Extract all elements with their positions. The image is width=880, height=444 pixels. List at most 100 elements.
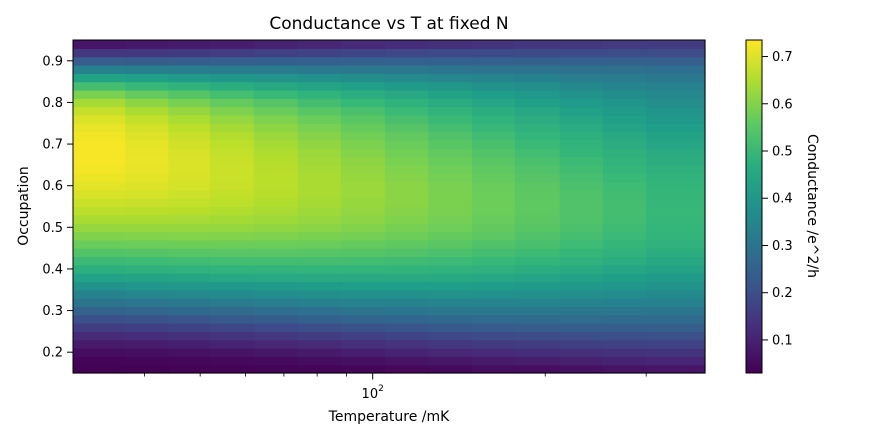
heatmap-cell: [559, 123, 604, 133]
heatmap-cell: [428, 264, 473, 274]
heatmap-cell: [384, 239, 429, 249]
heatmap-cell: [384, 273, 429, 283]
heatmap-cell: [297, 306, 342, 316]
heatmap-cell: [168, 248, 211, 258]
heatmap-cell: [340, 231, 386, 241]
heatmap-cell: [646, 156, 706, 166]
heatmap-cell: [73, 206, 126, 216]
heatmap-cell: [646, 64, 706, 74]
heatmap-cell: [602, 98, 647, 108]
heatmap-cell: [559, 273, 604, 283]
heatmap-cell: [471, 198, 516, 208]
chart-title: Conductance vs T at fixed N: [269, 14, 508, 34]
heatmap-cell: [602, 114, 647, 124]
heatmap-cell: [559, 281, 604, 291]
heatmap-cell: [646, 331, 706, 341]
heatmap-cell: [209, 89, 255, 99]
heatmap-cell: [428, 98, 473, 108]
heatmap-cell: [297, 173, 342, 183]
heatmap-cell: [602, 189, 647, 199]
heatmap-cell: [428, 131, 473, 141]
heatmap-cell: [559, 356, 604, 366]
heatmap-cell: [340, 148, 386, 158]
heatmap-cell: [646, 189, 706, 199]
heatmap-cell: [428, 73, 473, 83]
heatmap-cell: [209, 173, 255, 183]
heatmap-cell: [253, 139, 299, 149]
heatmap-cell: [125, 64, 169, 74]
heatmap-cell: [602, 73, 647, 83]
heatmap-cell: [168, 181, 211, 191]
y-tick-label: 0.8: [42, 96, 63, 111]
heatmap-cell: [602, 339, 647, 349]
heatmap-cell: [384, 106, 429, 116]
heatmap-cell: [514, 106, 561, 116]
heatmap-cell: [125, 256, 169, 266]
heatmap-cell: [514, 73, 561, 83]
heatmap-cell: [646, 314, 706, 324]
heatmap-cell: [297, 40, 342, 49]
heatmap-cell: [602, 273, 647, 283]
heatmap-cell: [471, 98, 516, 108]
heatmap-cell: [559, 206, 604, 216]
heatmap-cell: [384, 73, 429, 83]
heatmap-cell: [384, 339, 429, 349]
heatmap-cell: [340, 123, 386, 133]
heatmap-cell: [514, 98, 561, 108]
heatmap-cell: [209, 239, 255, 249]
heatmap-cell: [602, 206, 647, 216]
heatmap-cell: [602, 81, 647, 91]
heatmap-cell: [646, 139, 706, 149]
heatmap-cell: [73, 356, 126, 366]
heatmap-cell: [646, 123, 706, 133]
heatmap-cell: [428, 206, 473, 216]
heatmap-cell: [428, 148, 473, 158]
heatmap-cell: [514, 331, 561, 341]
heatmap-cell: [384, 264, 429, 274]
heatmap-cell: [514, 131, 561, 141]
heatmap-cell: [646, 289, 706, 299]
heatmap-cell: [73, 231, 126, 241]
heatmap-cell: [384, 148, 429, 158]
heatmap-cell: [646, 256, 706, 266]
heatmap-cell: [340, 214, 386, 224]
heatmap-cell: [253, 164, 299, 174]
heatmap-cell: [73, 339, 126, 349]
heatmap-cell: [428, 189, 473, 199]
heatmap-cell: [559, 214, 604, 224]
heatmap-cell: [471, 298, 516, 307]
heatmap-cell: [559, 131, 604, 141]
heatmap-cell: [168, 306, 211, 316]
heatmap-cell: [168, 323, 211, 332]
heatmap-cell: [168, 348, 211, 357]
heatmap-cell: [125, 198, 169, 208]
heatmap-cell: [428, 273, 473, 283]
heatmap-cell: [168, 89, 211, 99]
heatmap-cell: [514, 356, 561, 366]
heatmap-cell: [209, 164, 255, 174]
heatmap-cell: [168, 106, 211, 116]
colorbar-tick-label: 0.7: [772, 50, 793, 65]
heatmap-cell: [428, 56, 473, 66]
heatmap-cell: [428, 164, 473, 174]
heatmap-cell: [384, 314, 429, 324]
heatmap-cell: [428, 256, 473, 266]
heatmap-cell: [73, 181, 126, 191]
heatmap-cell: [209, 214, 255, 224]
colorbar-tick-label: 0.6: [772, 97, 793, 112]
heatmap-cell: [646, 40, 706, 49]
heatmap-cell: [514, 123, 561, 133]
heatmap-cell: [384, 348, 429, 357]
heatmap-cell: [253, 81, 299, 91]
heatmap-cell: [471, 164, 516, 174]
heatmap-cell: [384, 139, 429, 149]
heatmap-cell: [559, 198, 604, 208]
heatmap-cell: [471, 181, 516, 191]
heatmap-cell: [253, 48, 299, 58]
heatmap-cell: [471, 248, 516, 258]
heatmap-cell: [340, 106, 386, 116]
heatmap-cell: [514, 139, 561, 149]
heatmap-cell: [559, 239, 604, 249]
heatmap-cell: [471, 206, 516, 216]
heatmap-cell: [428, 40, 473, 49]
